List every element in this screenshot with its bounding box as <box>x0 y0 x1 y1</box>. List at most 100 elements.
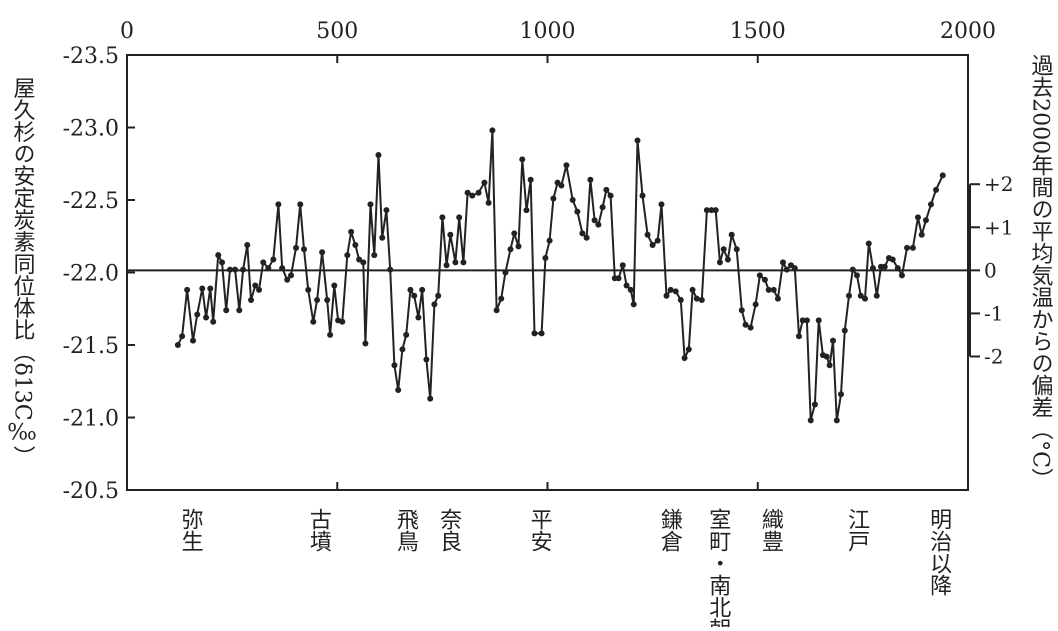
data-point <box>207 285 214 292</box>
data-point <box>284 276 291 283</box>
data-point <box>391 362 398 369</box>
data-point <box>795 333 802 340</box>
data-point <box>658 201 665 208</box>
y-tick-label: -22.0 <box>63 262 119 287</box>
data-point <box>427 395 434 402</box>
period-label: 古墳 <box>306 508 332 552</box>
data-point <box>623 282 630 289</box>
data-point <box>493 307 500 314</box>
data-point <box>579 230 586 237</box>
data-point <box>489 127 496 134</box>
data-point <box>203 314 210 321</box>
y2-tick-label: -1 <box>984 301 1003 325</box>
data-point <box>362 340 369 347</box>
data-point <box>904 244 911 251</box>
data-point <box>439 214 446 221</box>
data-point <box>379 234 386 241</box>
x-tick-label: 0 <box>120 19 134 44</box>
data-point <box>469 192 476 199</box>
period-label: 織豊 <box>758 508 784 552</box>
data-point <box>507 246 514 253</box>
data-point <box>538 330 545 337</box>
data-point <box>603 186 610 193</box>
data-point <box>708 207 715 214</box>
data-point <box>399 346 406 353</box>
period-label: 平安 <box>527 508 552 552</box>
data-point <box>415 314 422 321</box>
data-point <box>595 221 602 228</box>
data-point <box>857 292 864 299</box>
data-point <box>310 318 317 325</box>
data-point <box>481 179 488 186</box>
data-point <box>689 286 696 293</box>
data-point <box>607 192 614 199</box>
data-point <box>838 391 845 398</box>
data-point <box>293 244 300 251</box>
data-point <box>464 189 471 196</box>
data-point <box>375 152 382 159</box>
data-point <box>519 156 526 163</box>
data-point <box>419 286 426 293</box>
data-point <box>873 292 880 299</box>
data-point <box>240 266 247 273</box>
data-point <box>348 228 355 235</box>
data-point <box>881 263 888 270</box>
data-point <box>898 272 905 279</box>
data-point <box>227 266 234 273</box>
data-point <box>460 259 467 266</box>
data-point <box>774 295 781 302</box>
data-point <box>909 244 916 251</box>
data-point <box>914 214 921 221</box>
data-point <box>485 199 492 206</box>
data-point <box>569 197 576 203</box>
data-point <box>515 243 522 250</box>
data-point <box>677 297 684 304</box>
data-point <box>244 241 251 248</box>
data-point <box>803 317 810 324</box>
data-point <box>275 201 282 208</box>
data-point <box>654 237 661 244</box>
data-point <box>811 401 818 408</box>
data-point <box>314 297 321 304</box>
data-point <box>733 246 740 253</box>
data-point <box>619 262 626 269</box>
data-point <box>248 297 255 304</box>
data-point <box>712 207 719 214</box>
data-point <box>587 176 594 183</box>
data-point <box>287 272 294 279</box>
x-tick-label: 1000 <box>520 19 576 44</box>
data-point <box>927 201 934 208</box>
y2-tick-label: 0 <box>984 258 997 282</box>
data-point <box>761 276 768 283</box>
plot-frame <box>126 54 969 491</box>
data-point <box>435 292 442 299</box>
data-point <box>352 241 359 248</box>
data-point <box>270 256 277 263</box>
data-point <box>236 307 243 314</box>
data-point <box>833 417 840 424</box>
data-point <box>826 362 833 369</box>
data-point <box>698 297 705 304</box>
period-label: 室町・南北朝 <box>705 508 731 627</box>
data-point <box>339 318 346 325</box>
data-point <box>724 256 731 263</box>
data-point <box>301 246 308 253</box>
data-point <box>371 252 378 259</box>
period-label: 飛鳥 <box>393 508 419 552</box>
x-tick-label: 1500 <box>730 19 786 44</box>
data-point <box>511 230 518 237</box>
data-point <box>403 331 410 338</box>
data-point <box>770 286 777 293</box>
data-point <box>219 259 226 266</box>
data-point <box>728 231 735 238</box>
period-label: 弥生 <box>178 508 203 552</box>
data-point <box>265 265 272 272</box>
data-point <box>327 331 334 338</box>
data-point <box>599 204 606 211</box>
data-point <box>475 189 482 196</box>
data-point <box>360 259 367 266</box>
data-point <box>279 265 286 272</box>
data-point <box>799 317 806 324</box>
data-point <box>853 272 860 279</box>
